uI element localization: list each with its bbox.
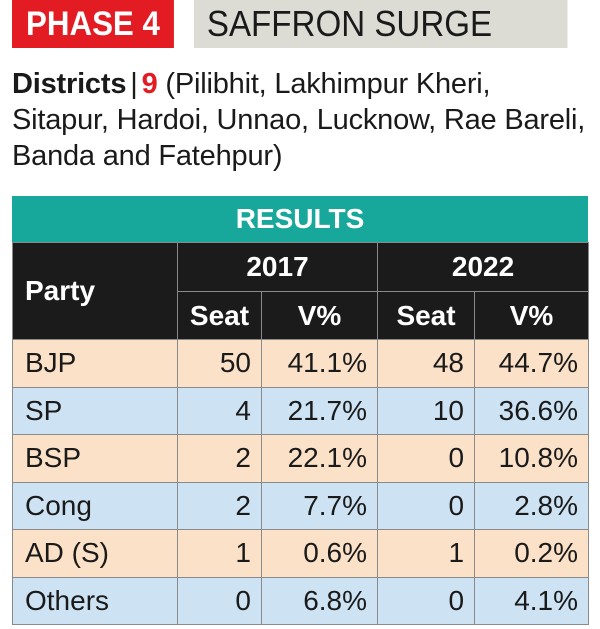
seat-2017-header: Seat [177,291,262,340]
districts-separator: | [130,68,138,100]
vote-2022-cell: 44.7% [474,339,590,388]
seat-2022-cell: 0 [377,576,476,625]
results-title: RESULTS [12,196,588,242]
header: PHASE 4 SAFFRON SURGE [0,0,600,48]
year-2017-header: 2017 [176,242,379,292]
seat-2017-cell: 2 [177,434,262,483]
seat-2022-cell: 10 [377,386,476,435]
seat-2022-cell: 0 [377,481,476,530]
districts-list: (Pilibhit, Lakhimpur Kheri, Sitapur, Har… [12,68,586,172]
districts-info: Districts | 9 (Pilibhit, Lakhimpur Kheri, … [12,66,592,174]
vote-2017-cell: 22.1% [260,434,379,483]
vote-2022-header: V% [474,291,590,340]
seat-2017-cell: 1 [177,529,262,578]
vote-2017-cell: 21.7% [260,386,379,435]
seat-2017-cell: 4 [177,386,262,435]
seat-2017-cell: 2 [177,481,262,530]
vote-2022-cell: 10.8% [474,434,590,483]
party-cell: SP [12,386,178,435]
vote-2017-cell: 6.8% [260,576,379,625]
table-row: BSP 2 22.1% 0 10.8% [12,434,590,483]
vote-2017-cell: 7.7% [260,481,379,530]
results-table-wrap: RESULTS Party 2017 2022 Seat V% Seat V% … [12,196,590,625]
table-row: BJP 50 41.1% 48 44.7% [12,339,590,388]
results-table: Party 2017 2022 Seat V% Seat V% BJP 50 4… [12,242,590,625]
vote-2017-cell: 0.6% [260,529,379,578]
table-row: SP 4 21.7% 10 36.6% [12,386,590,435]
seat-2017-cell: 0 [177,576,262,625]
vote-2017-header: V% [260,291,379,340]
seat-2022-cell: 1 [377,529,476,578]
districts-count: 9 [141,68,158,100]
vote-2022-cell: 4.1% [474,576,590,625]
year-2022-header: 2022 [377,242,590,292]
table-row: Others 0 6.8% 0 4.1% [12,576,590,625]
vote-2022-cell: 36.6% [474,386,590,435]
vote-2022-cell: 0.2% [474,529,590,578]
seat-2022-header: Seat [377,291,476,340]
table-row: Cong 2 7.7% 0 2.8% [12,481,590,530]
districts-label: Districts [12,68,127,100]
seat-2022-cell: 48 [377,339,476,388]
party-cell: BJP [12,339,178,388]
party-cell: AD (S) [12,529,178,578]
party-cell: Others [12,576,178,625]
vote-2022-cell: 2.8% [474,481,590,530]
party-cell: BSP [12,434,178,483]
phase-tag: PHASE 4 [12,0,174,48]
party-cell: Cong [12,481,178,530]
seat-2017-cell: 50 [177,339,262,388]
party-column-header: Party [12,242,178,340]
headline: SAFFRON SURGE [194,0,568,48]
seat-2022-cell: 0 [377,434,476,483]
table-row: AD (S) 1 0.6% 1 0.2% [12,529,590,578]
vote-2017-cell: 41.1% [260,339,379,388]
